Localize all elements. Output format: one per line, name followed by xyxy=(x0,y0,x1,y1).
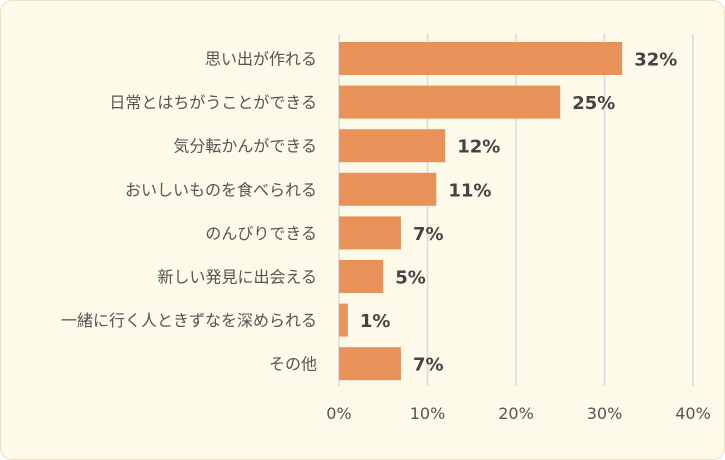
bar xyxy=(339,129,446,163)
bar xyxy=(339,347,401,381)
data-label: 1% xyxy=(360,311,391,332)
bar xyxy=(339,42,623,75)
bar xyxy=(339,303,348,337)
data-label: 5% xyxy=(395,268,426,289)
x-tick-label: 10% xyxy=(410,404,446,423)
category-label: おいしいものを食べられる xyxy=(125,180,317,199)
x-axis-tick-labels: 0% 10% 20% 30% 40% xyxy=(326,404,710,423)
data-label: 12% xyxy=(457,137,500,158)
x-tick-label: 20% xyxy=(498,404,534,423)
category-labels: 思い出が作れる日常とはちがうことができる気分転かんができるおいしいものを食べられ… xyxy=(61,50,317,374)
category-label: 一緒に行く人ときずなを深められる xyxy=(61,311,317,330)
data-label: 7% xyxy=(413,224,444,245)
category-label: 思い出が作れる xyxy=(205,50,317,69)
data-label: 32% xyxy=(634,50,677,71)
category-label: のんびりできる xyxy=(205,224,317,243)
bar xyxy=(339,260,384,293)
category-label: 新しい発見に出会える xyxy=(157,268,317,287)
bar xyxy=(339,216,401,250)
x-tick-label: 40% xyxy=(675,404,711,423)
x-tick-label: 0% xyxy=(326,404,351,423)
data-label: 25% xyxy=(572,93,615,114)
category-label: その他 xyxy=(269,355,317,374)
data-labels: 32% 25% 12% 11% 7% 5% 1% 7% xyxy=(360,50,677,376)
category-label: 日常とはちがうことができる xyxy=(109,93,317,112)
bar xyxy=(339,85,561,119)
bars xyxy=(339,42,623,381)
data-label: 7% xyxy=(413,355,444,376)
data-label: 11% xyxy=(448,180,491,201)
bar xyxy=(339,172,437,206)
x-tick-label: 30% xyxy=(587,404,623,423)
category-label: 気分転かんができる xyxy=(173,137,317,156)
